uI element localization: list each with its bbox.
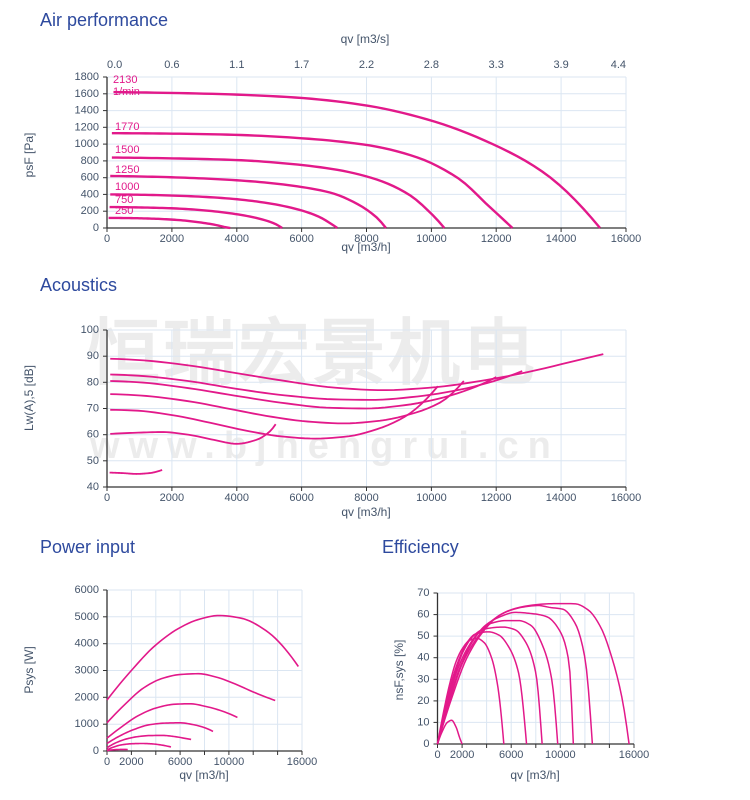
svg-text:50: 50	[87, 455, 99, 467]
svg-text:0: 0	[93, 745, 99, 757]
svg-text:10000: 10000	[416, 233, 447, 245]
svg-text:12000: 12000	[481, 233, 512, 245]
svg-text:40: 40	[417, 652, 429, 664]
svg-text:4.4: 4.4	[611, 59, 626, 71]
svg-text:80: 80	[87, 376, 99, 388]
svg-text:Psys [W]: Psys [W]	[22, 646, 36, 693]
svg-text:1500: 1500	[115, 144, 139, 156]
svg-text:6000: 6000	[499, 749, 523, 761]
svg-text:0: 0	[104, 492, 110, 504]
svg-text:qv [m3/s]: qv [m3/s]	[341, 32, 390, 46]
svg-text:0: 0	[423, 738, 429, 750]
svg-text:0: 0	[104, 233, 110, 245]
svg-text:14000: 14000	[546, 492, 577, 504]
svg-text:1.1: 1.1	[229, 59, 244, 71]
svg-text:2130: 2130	[113, 74, 137, 86]
svg-text:4000: 4000	[75, 638, 99, 650]
svg-text:14000: 14000	[546, 233, 577, 245]
svg-text:5000: 5000	[75, 611, 99, 623]
svg-text:40: 40	[87, 481, 99, 493]
svg-text:1800: 1800	[75, 71, 99, 83]
svg-text:qv [m3/h]: qv [m3/h]	[341, 505, 390, 519]
svg-text:1/min: 1/min	[113, 86, 140, 98]
svg-text:0: 0	[104, 756, 110, 768]
svg-text:2000: 2000	[160, 233, 184, 245]
svg-text:100: 100	[81, 324, 99, 336]
svg-text:2000: 2000	[75, 691, 99, 703]
svg-text:0: 0	[93, 222, 99, 234]
svg-text:2.2: 2.2	[359, 59, 374, 71]
svg-text:20: 20	[417, 695, 429, 707]
svg-text:16000: 16000	[287, 756, 318, 768]
svg-text:1000: 1000	[115, 181, 139, 193]
svg-text:0: 0	[434, 749, 440, 761]
svg-text:6000: 6000	[289, 492, 313, 504]
svg-text:4000: 4000	[225, 233, 249, 245]
svg-text:10000: 10000	[416, 492, 447, 504]
svg-text:2000: 2000	[450, 749, 474, 761]
svg-text:90: 90	[87, 350, 99, 362]
svg-text:3000: 3000	[75, 665, 99, 677]
svg-text:70: 70	[87, 403, 99, 415]
svg-text:qv [m3/h]: qv [m3/h]	[510, 768, 559, 782]
svg-text:nsF,sys [%]: nsF,sys [%]	[392, 640, 406, 701]
svg-text:200: 200	[81, 205, 99, 217]
svg-text:2000: 2000	[160, 492, 184, 504]
svg-text:250: 250	[115, 205, 133, 217]
svg-text:8000: 8000	[354, 233, 378, 245]
svg-text:3.3: 3.3	[489, 59, 504, 71]
svg-text:70: 70	[417, 587, 429, 599]
svg-text:1400: 1400	[75, 105, 99, 117]
svg-text:30: 30	[417, 673, 429, 685]
svg-text:1200: 1200	[75, 121, 99, 133]
svg-text:1000: 1000	[75, 138, 99, 150]
svg-text:6000: 6000	[289, 233, 313, 245]
svg-text:6000: 6000	[75, 584, 99, 596]
svg-text:800: 800	[81, 155, 99, 167]
svg-text:1000: 1000	[75, 718, 99, 730]
svg-text:12000: 12000	[481, 492, 512, 504]
svg-text:qv [m3/h]: qv [m3/h]	[179, 768, 228, 782]
svg-text:3.9: 3.9	[553, 59, 568, 71]
svg-text:8000: 8000	[354, 492, 378, 504]
svg-text:400: 400	[81, 188, 99, 200]
svg-text:60: 60	[87, 429, 99, 441]
svg-text:16000: 16000	[611, 233, 642, 245]
svg-text:10000: 10000	[545, 749, 576, 761]
svg-text:2.8: 2.8	[424, 59, 439, 71]
svg-text:10000: 10000	[214, 756, 245, 768]
svg-text:1250: 1250	[115, 164, 139, 176]
svg-text:50: 50	[417, 630, 429, 642]
svg-text:2000: 2000	[119, 756, 143, 768]
svg-text:16000: 16000	[611, 492, 642, 504]
svg-text:Lw(A),5 [dB]: Lw(A),5 [dB]	[22, 365, 36, 431]
svg-text:10: 10	[417, 716, 429, 728]
svg-text:16000: 16000	[619, 749, 650, 761]
svg-text:0.0: 0.0	[107, 59, 122, 71]
svg-text:1600: 1600	[75, 88, 99, 100]
svg-text:60: 60	[417, 609, 429, 621]
svg-text:1770: 1770	[115, 121, 139, 133]
svg-text:psF [Pa]: psF [Pa]	[22, 133, 36, 178]
svg-text:4000: 4000	[225, 492, 249, 504]
svg-text:600: 600	[81, 172, 99, 184]
svg-text:6000: 6000	[168, 756, 192, 768]
svg-text:1.7: 1.7	[294, 59, 309, 71]
svg-text:0.6: 0.6	[164, 59, 179, 71]
